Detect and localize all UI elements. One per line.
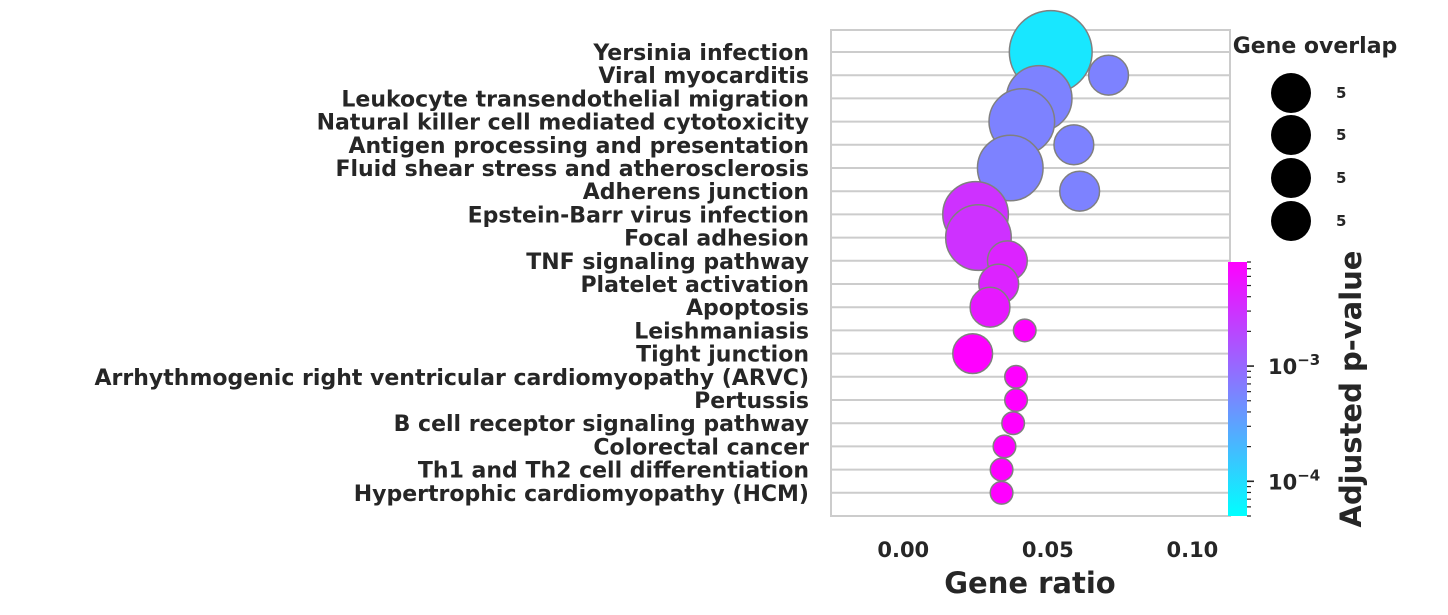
data-point [1059, 170, 1101, 212]
x-tick-labels: 0.00 0.05 0.10 [877, 538, 1218, 562]
colorbar-title: Adjusted p-value [1334, 251, 1368, 528]
data-point [952, 332, 994, 375]
term-label: Leishmaniasis [634, 319, 809, 344]
colorbar-tick-label: 10−3 [1268, 351, 1320, 379]
term-label: Pertussis [694, 389, 809, 414]
data-point [1001, 411, 1026, 436]
data-point [992, 434, 1017, 459]
data-point [976, 134, 1044, 202]
data-point [969, 286, 1011, 328]
size-legend-label: 5 [1336, 84, 1346, 102]
size-legend: 5 5 5 5 [1271, 73, 1346, 241]
size-legend-label: 5 [1336, 126, 1346, 144]
data-point [1053, 124, 1095, 166]
colorbar [1228, 262, 1247, 516]
term-label: Antigen processing and presentation [348, 134, 809, 159]
size-legend-label: 5 [1336, 169, 1346, 187]
size-legend-marker [1271, 158, 1311, 198]
term-label: B cell receptor signaling pathway [394, 412, 809, 437]
term-label: Yersinia infection [592, 41, 809, 66]
size-legend-marker [1271, 115, 1311, 155]
data-point [1003, 364, 1029, 389]
term-label: Natural killer cell mediated cytotoxicit… [317, 111, 809, 136]
term-label: Tight junction [636, 343, 809, 368]
term-label: Viral myocarditis [598, 64, 809, 89]
term-label: Epstein-Barr virus infection [468, 203, 809, 228]
term-label: Leukocyte transendothelial migration [341, 87, 809, 112]
term-label: Arrhythmogenic right ventricular cardiom… [95, 366, 809, 391]
term-label: TNF signaling pathway [526, 250, 809, 275]
term-label: Colorectal cancer [593, 435, 809, 460]
size-legend-label: 5 [1336, 212, 1346, 230]
x-tick-label: 0.00 [877, 538, 929, 562]
term-label: Th1 and Th2 cell differentiation [418, 459, 809, 484]
data-point [989, 457, 1014, 482]
data-point [1003, 387, 1029, 413]
data-points [942, 9, 1130, 505]
size-legend-title: Gene overlap [1233, 34, 1398, 59]
size-legend-marker [1271, 201, 1311, 241]
colorbar-ticks: 10−3 10−4 [1247, 261, 1320, 517]
x-tick-label: 0.10 [1166, 538, 1218, 562]
term-label: Hypertrophic cardiomyopathy (HCM) [354, 482, 809, 507]
x-tick-label: 0.05 [1022, 538, 1074, 562]
term-label: Adherens junction [583, 180, 809, 205]
term-label: Apoptosis [686, 296, 809, 321]
x-axis-title: Gene ratio [944, 566, 1115, 600]
term-label: Platelet activation [580, 273, 809, 298]
size-legend-marker [1271, 73, 1311, 113]
term-label: Fluid shear stress and atherosclerosis [335, 157, 809, 182]
data-point [1087, 54, 1130, 96]
data-point [1012, 318, 1037, 343]
data-point [989, 480, 1014, 505]
term-label: Focal adhesion [624, 227, 809, 252]
colorbar-tick-label: 10−4 [1268, 466, 1320, 494]
